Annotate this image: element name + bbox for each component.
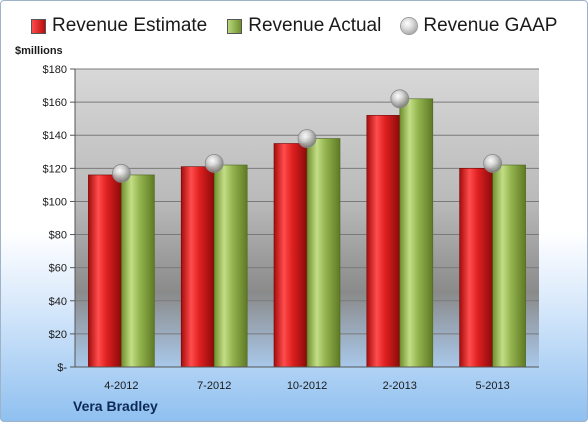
legend-item-gaap: Revenue GAAP [401,15,557,37]
y-tick-label: $160 [43,97,67,109]
legend-swatch-actual [227,18,243,34]
y-tick-label: $140 [43,130,67,142]
x-axis-ticks: 4-2012 7-2012 10-2012 2-2013 5-2013 [75,366,539,392]
chart-legend: Revenue Estimate Revenue Actual Revenue … [31,15,577,37]
bar-revenue-actual [213,164,248,368]
bar-revenue-estimate [459,168,493,368]
legend-label-gaap: Revenue GAAP [423,15,558,36]
marker-revenue-gaap [297,129,317,148]
x-tick-label: 2-2013 [383,380,417,392]
y-tick-label: $100 [43,196,67,208]
bar-revenue-actual [306,138,341,368]
bar-revenue-actual [121,174,155,368]
marker-revenue-gaap [483,153,503,173]
x-tick-label: 4-2012 [104,380,138,392]
gaap-markers [112,89,503,183]
y-tick-label: $20 [49,329,67,341]
company-name: Vera Bradley [73,398,158,414]
y-tick-label: $60 [49,263,67,275]
marker-revenue-gaap [204,153,224,173]
y-tick-label: $180 [43,64,67,76]
legend-swatch-estimate [31,18,46,34]
y-axis-ticks: $- $20 $40 $60 $80 $100 $120 $140 $160 $180 [43,64,76,374]
y-axis-unit-label: $millions [15,45,63,57]
legend-item-actual: Revenue Actual [227,15,381,37]
legend-swatch-gaap [401,18,418,34]
legend-item-estimate: Revenue Estimate [31,15,207,37]
bar-revenue-estimate [366,115,401,368]
x-tick-label: 10-2012 [287,380,327,392]
y-tick-label: $40 [49,296,67,308]
bar-revenue-estimate [180,166,215,368]
legend-label-actual: Revenue Actual [248,15,382,36]
legend-label-estimate: Revenue Estimate [52,15,208,36]
bar-revenue-estimate [273,143,308,368]
bars [88,98,526,368]
bar-revenue-actual [399,98,434,368]
marker-revenue-gaap [390,89,410,109]
bar-revenue-estimate [88,174,122,368]
x-tick-label: 5-2013 [475,380,509,392]
y-tick-label: $120 [43,163,67,175]
bar-revenue-actual [492,164,526,368]
y-tick-label: $- [57,362,67,374]
marker-revenue-gaap [112,163,131,183]
x-tick-label: 7-2012 [197,380,231,392]
y-tick-label: $80 [49,230,67,242]
